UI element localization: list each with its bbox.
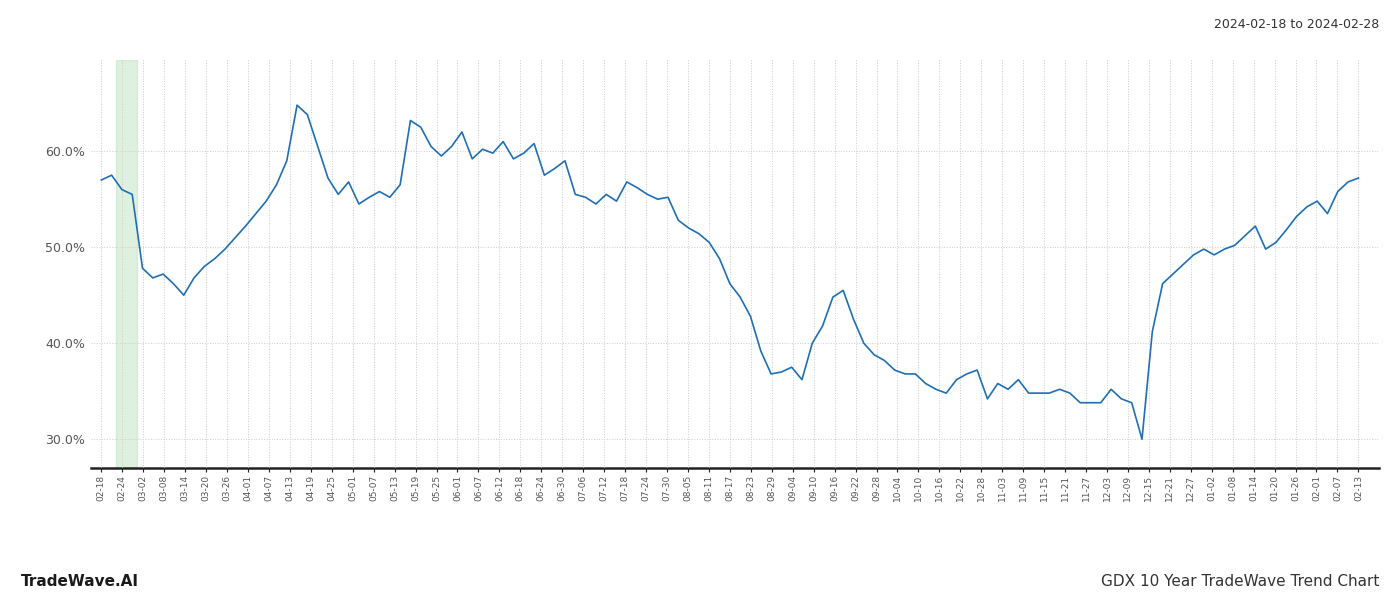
Bar xyxy=(116,60,137,468)
Text: TradeWave.AI: TradeWave.AI xyxy=(21,574,139,589)
Text: GDX 10 Year TradeWave Trend Chart: GDX 10 Year TradeWave Trend Chart xyxy=(1100,574,1379,589)
Text: 2024-02-18 to 2024-02-28: 2024-02-18 to 2024-02-28 xyxy=(1214,18,1379,31)
